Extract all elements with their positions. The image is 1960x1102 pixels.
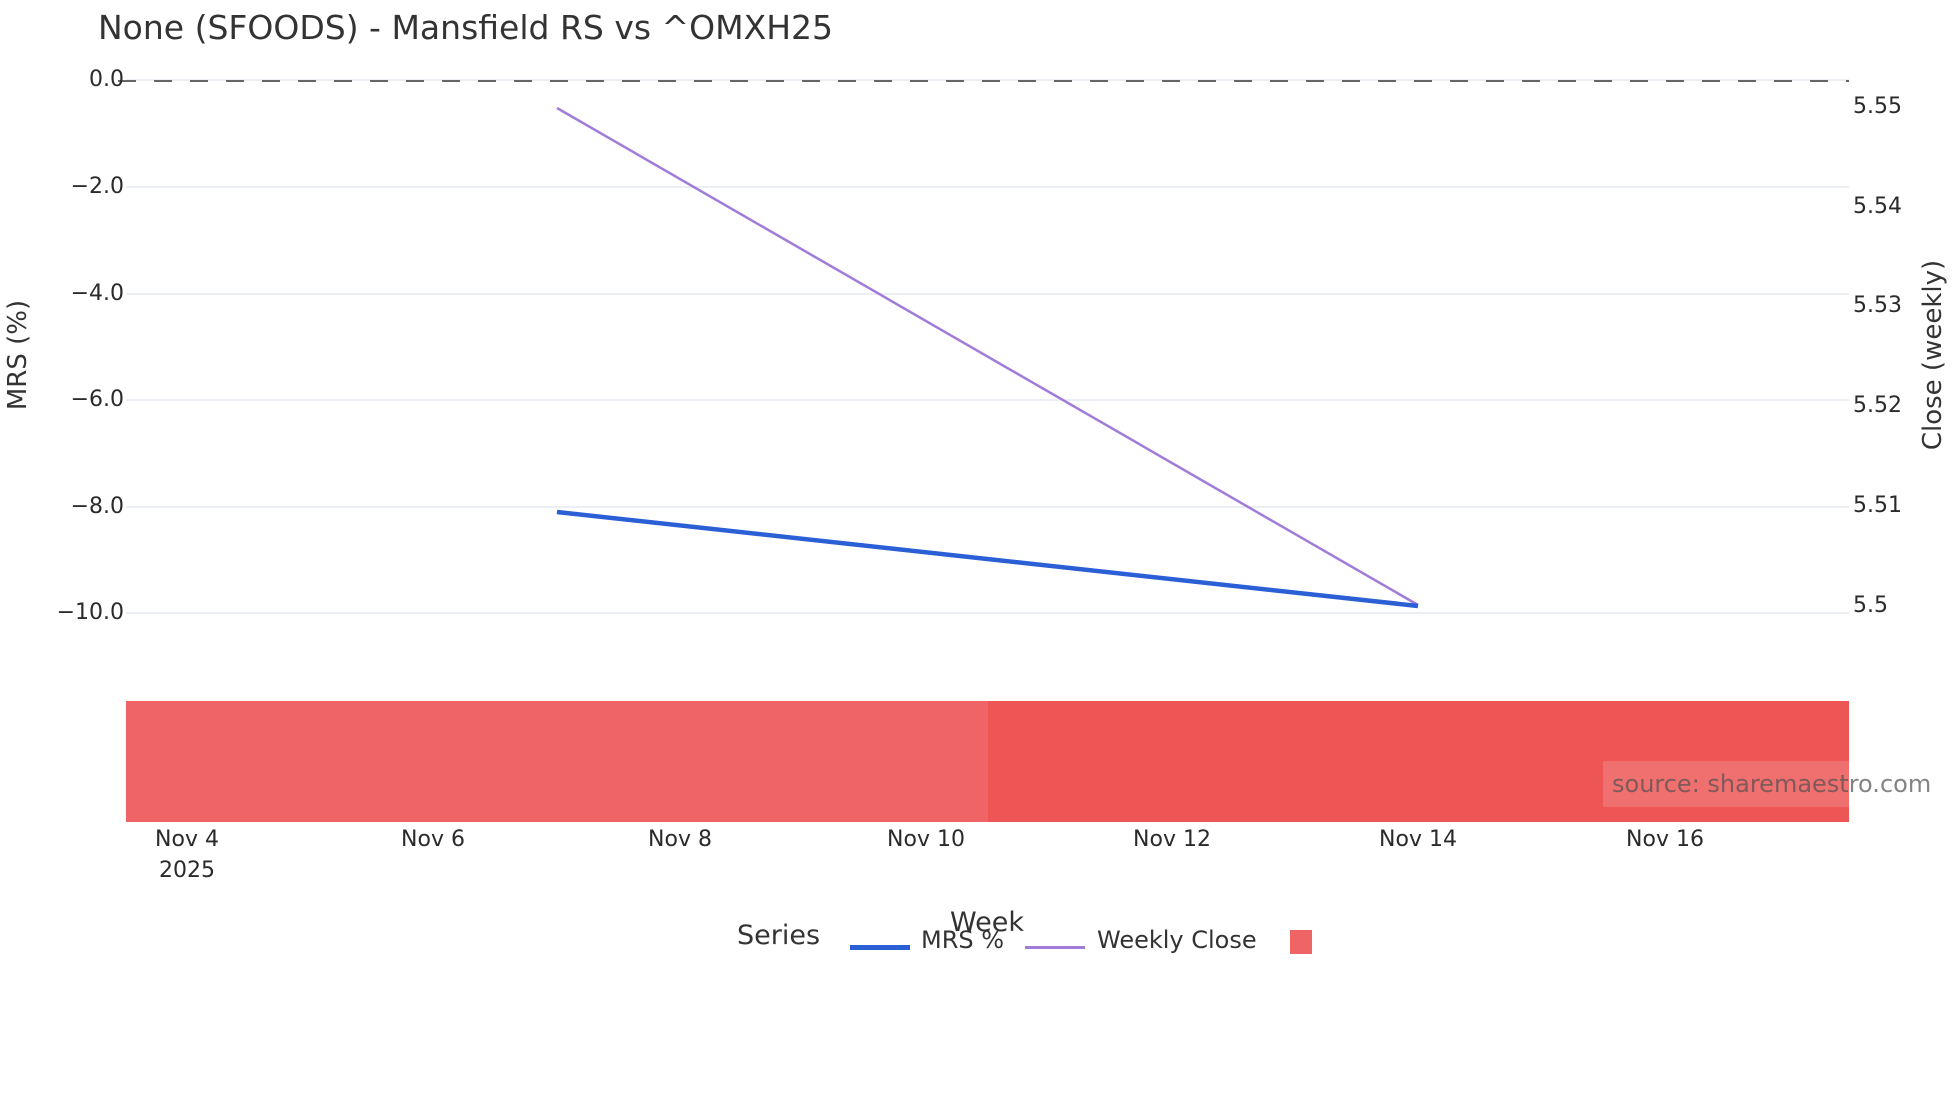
legend-label: Weekly Close bbox=[1097, 926, 1257, 954]
mrs-swatch-icon bbox=[850, 945, 910, 950]
right-tick: 5.54 bbox=[1853, 194, 1902, 219]
right-axis-title: Close (weekly) bbox=[1918, 259, 1948, 451]
x-tick-year: 2025 bbox=[159, 858, 215, 883]
weekly-close-swatch-icon bbox=[1025, 946, 1085, 949]
left-tick: −4.0 bbox=[70, 281, 124, 306]
x-tick: Nov 4 bbox=[155, 827, 219, 852]
x-axis-title: Week bbox=[950, 907, 1024, 938]
x-tick: Nov 8 bbox=[648, 827, 712, 852]
band-swatch-icon bbox=[1290, 930, 1312, 954]
left-tick: −6.0 bbox=[70, 387, 124, 412]
left-tick: −2.0 bbox=[70, 174, 124, 199]
regime-band bbox=[126, 701, 1849, 822]
x-tick: Nov 10 bbox=[887, 827, 965, 852]
source-label: source: sharemaestro.com bbox=[1612, 770, 1932, 798]
gridlines bbox=[126, 79, 1849, 614]
x-tick: Nov 12 bbox=[1133, 827, 1211, 852]
right-tick: 5.53 bbox=[1853, 293, 1902, 318]
source-box bbox=[1603, 761, 1849, 807]
x-tick: Nov 14 bbox=[1379, 827, 1457, 852]
x-tick: Nov 16 bbox=[1626, 827, 1704, 852]
mrs-line[interactable] bbox=[556, 509, 1419, 609]
chart-title: None (SFOODS) - Mansfield RS vs ^OMXH25 bbox=[98, 8, 834, 47]
legend-title: Series bbox=[737, 920, 821, 951]
left-tick: −8.0 bbox=[70, 494, 124, 519]
right-tick: 5.55 bbox=[1853, 94, 1902, 119]
legend-label: MRS % bbox=[921, 926, 1005, 954]
weekly-close-line[interactable] bbox=[556, 106, 1419, 607]
left-tick: 0.0 bbox=[89, 67, 124, 92]
left-tick: −10.0 bbox=[56, 600, 124, 625]
right-tick: 5.5 bbox=[1853, 593, 1888, 618]
right-tick: 5.52 bbox=[1853, 393, 1902, 418]
x-tick: Nov 6 bbox=[401, 827, 465, 852]
left-axis-title: MRS (%) bbox=[3, 299, 33, 411]
right-tick: 5.51 bbox=[1853, 493, 1902, 518]
